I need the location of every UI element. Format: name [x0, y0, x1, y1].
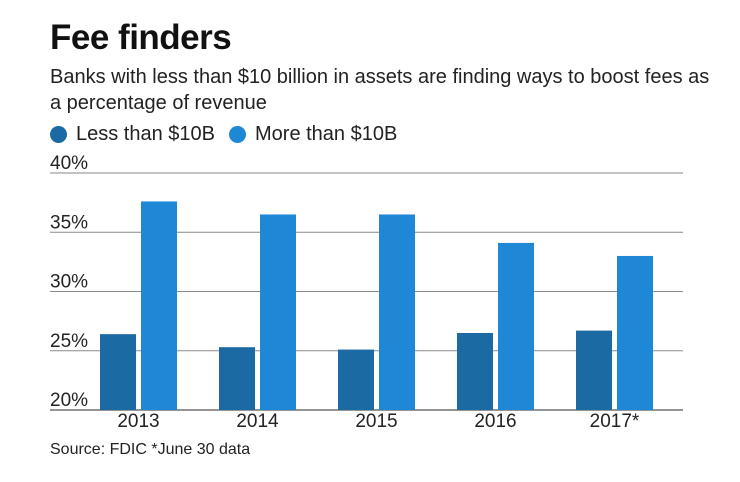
legend: Less than $10B More than $10B: [50, 123, 411, 146]
x-tick-label-2013: 2013: [117, 411, 159, 432]
bar-2016-less-than-10b: [457, 332, 493, 410]
y-tick-label-20: 20%: [50, 390, 88, 411]
bar-2013-more-than-10b: [141, 201, 177, 410]
legend-item-less-than-10b: Less than $10B: [50, 123, 215, 146]
legend-swatch-more-than-10b: [229, 126, 246, 143]
bar-2013-less-than-10b: [100, 334, 136, 410]
legend-item-more-than-10b: More than $10B: [229, 123, 397, 146]
legend-label-more-than-10b: More than $10B: [255, 123, 398, 145]
bar-layer: [100, 201, 653, 410]
bar-2017-less-than-10b: [576, 330, 612, 410]
x-tick-label-2015: 2015: [355, 411, 397, 432]
chart-subtitle: Banks with less than $10 billion in asse…: [50, 66, 710, 114]
bar-2014-less-than-10b: [219, 347, 255, 410]
bar-2017-more-than-10b: [617, 255, 653, 410]
legend-swatch-less-than-10b: [50, 126, 67, 143]
x-tick-label-2014: 2014: [236, 411, 279, 432]
bar-2015-more-than-10b: [379, 214, 415, 410]
y-tick-label-30: 30%: [50, 272, 88, 293]
y-tick-label-25: 25%: [50, 331, 88, 352]
legend-label-less-than-10b: Less than $10B: [76, 123, 215, 145]
y-tick-label-35: 35%: [50, 212, 88, 233]
y-tick-label-40: 40%: [50, 153, 88, 174]
bar-2015-less-than-10b: [338, 349, 374, 410]
label-layer: 40% 35% 30% 25% 20% 2013 2014 2015 2016 2017*: [50, 153, 640, 432]
source-note: Source: FDIC *June 30 data: [50, 441, 251, 458]
bar-2016-more-than-10b: [498, 242, 534, 410]
x-tick-label-2017: 2017*: [590, 411, 640, 432]
x-tick-label-2016: 2016: [474, 411, 516, 432]
bar-2014-more-than-10b: [260, 214, 296, 410]
chart-title: Fee finders: [50, 18, 232, 57]
